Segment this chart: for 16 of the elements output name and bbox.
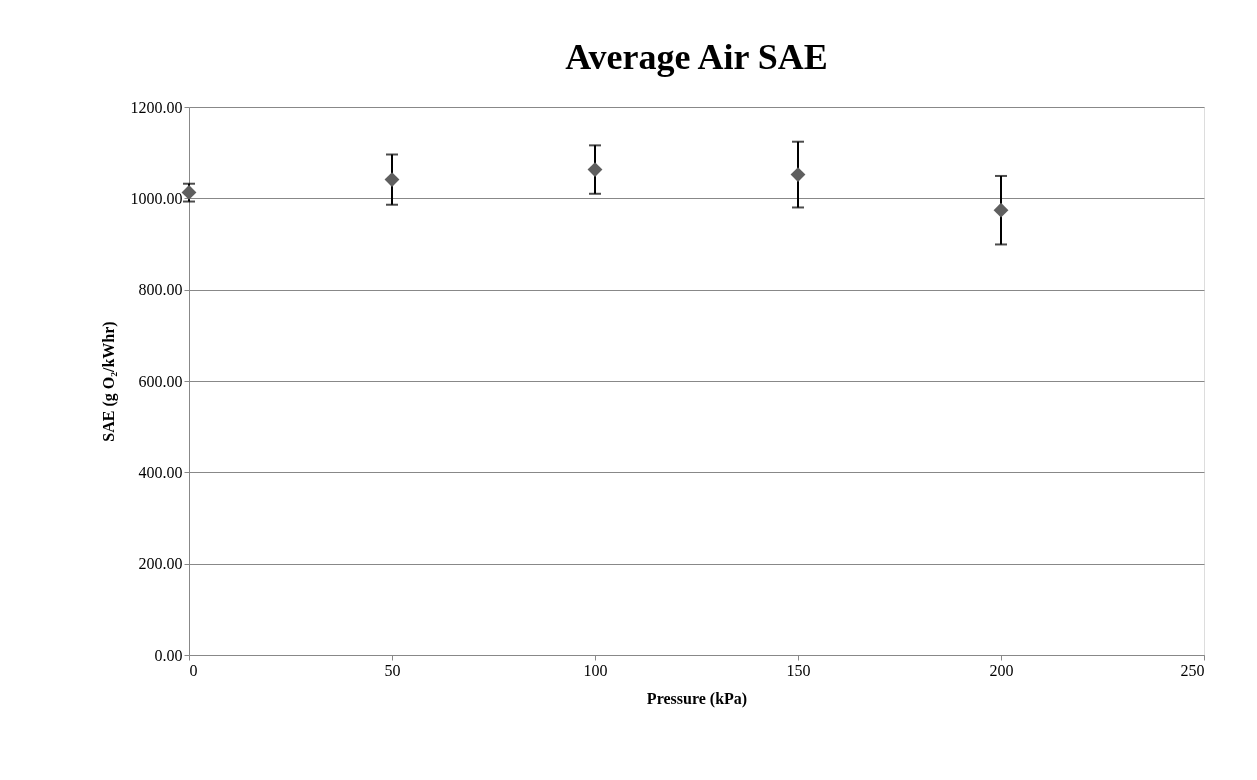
y-tick-label: 1000.00 <box>130 189 183 207</box>
chart-title: Average Air SAE <box>565 37 828 77</box>
y-tick-label: 200.00 <box>138 555 183 573</box>
x-tick-label: 0 <box>189 661 198 679</box>
x-tick-label: 200 <box>989 661 1014 679</box>
x-tick-label: 250 <box>1180 661 1205 679</box>
y-tick-label: 400.00 <box>138 463 183 481</box>
x-tick-label: 50 <box>384 661 401 679</box>
x-tick-label: 100 <box>583 661 608 679</box>
y-tick-label: 0.00 <box>154 646 183 664</box>
y-tick-label: 600.00 <box>138 372 183 390</box>
x-tick-label: 150 <box>786 661 811 679</box>
y-tick-label: 800.00 <box>138 281 183 299</box>
x-axis-title: Pressure (kPa) <box>646 689 748 708</box>
y-tick-label: 1200.00 <box>130 98 183 116</box>
y-axis-title: SAE (g O₂/kWhr) <box>99 321 118 442</box>
